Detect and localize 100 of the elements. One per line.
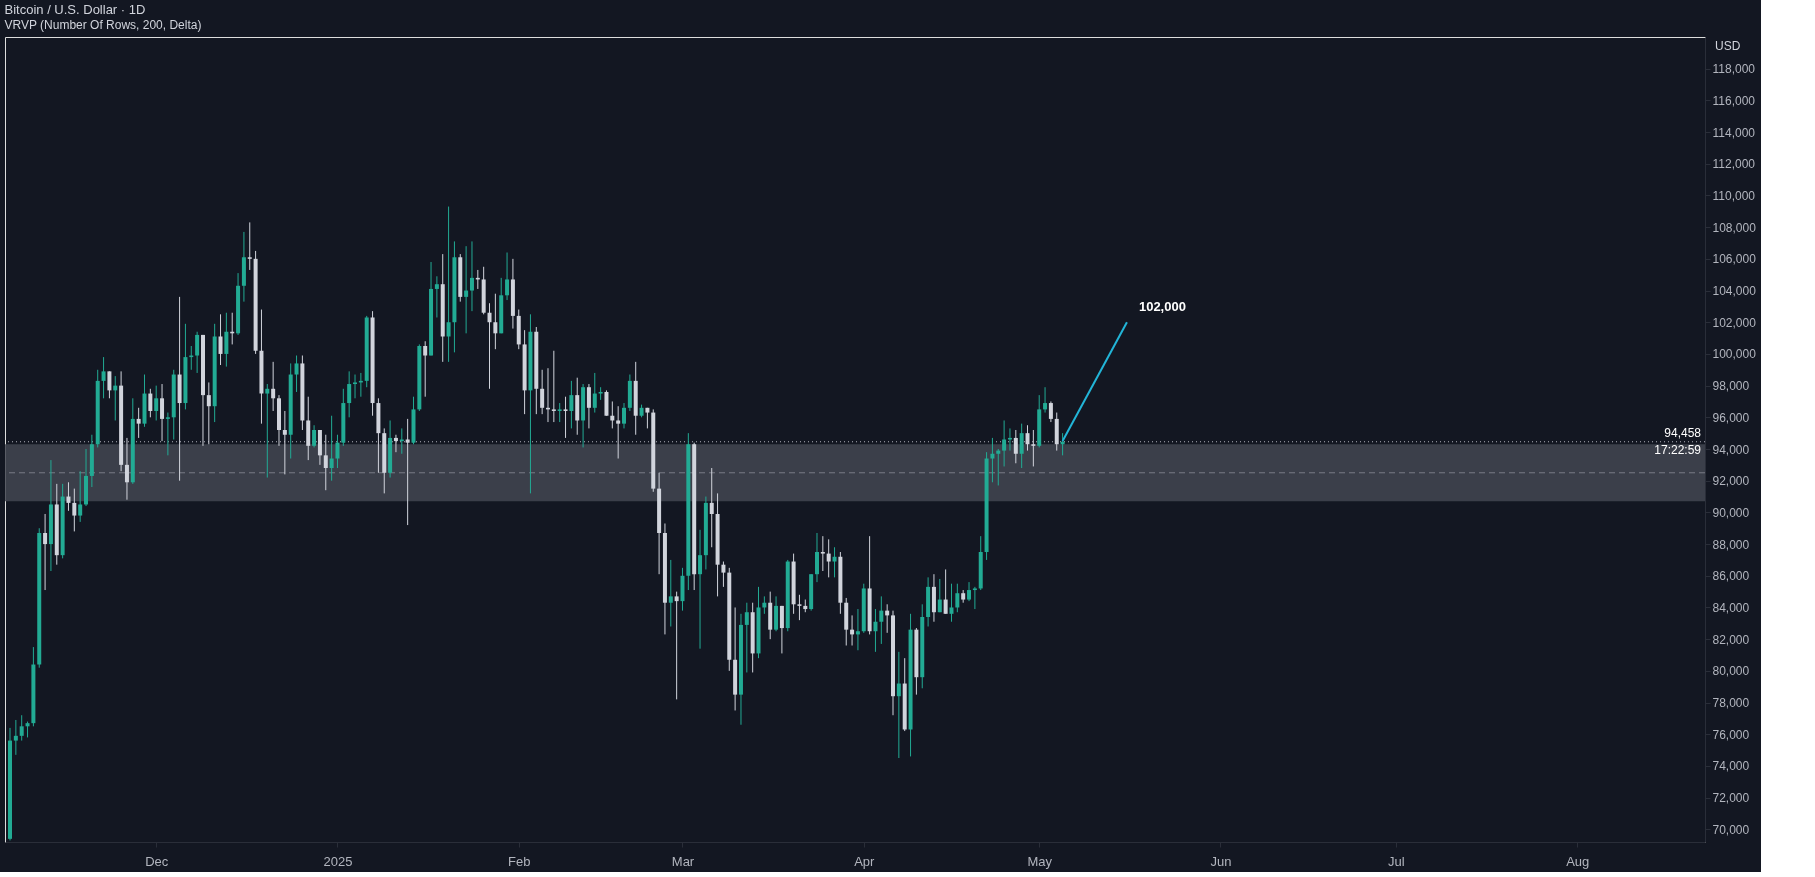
candlestick <box>616 405 621 460</box>
candlestick <box>709 467 714 548</box>
candlestick <box>493 293 498 350</box>
candlestick <box>423 340 428 398</box>
candlestick <box>949 583 954 623</box>
candlestick <box>124 437 129 501</box>
candlestick <box>136 407 141 439</box>
candlestick <box>569 380 574 429</box>
candlestick <box>393 434 398 453</box>
candlestick <box>1031 429 1036 467</box>
candlestick <box>160 383 165 442</box>
candlestick <box>195 331 200 374</box>
candlestick <box>943 568 948 615</box>
candlestick <box>13 719 18 756</box>
chart-subtitle: VRVP (Number Of Rows, 200, Delta) <box>4 18 202 32</box>
candlestick <box>271 361 276 412</box>
candlestick <box>592 372 597 414</box>
candlestick <box>779 605 784 654</box>
candlestick <box>873 608 878 653</box>
candlestick <box>586 383 591 429</box>
candlestick <box>990 437 995 483</box>
y-tick-label: 92,000 <box>1712 474 1750 489</box>
candlestick <box>1013 429 1018 464</box>
candlestick <box>826 538 831 578</box>
candlestick <box>66 481 71 512</box>
candlestick <box>1025 424 1030 452</box>
candlestick <box>1007 427 1012 452</box>
y-tick-label: 84,000 <box>1712 600 1750 615</box>
candlestick <box>434 275 439 318</box>
candlestick <box>879 595 884 645</box>
y-tick-label: 96,000 <box>1712 410 1750 425</box>
y-tick-label: 114,000 <box>1712 125 1756 140</box>
candlestick <box>896 651 901 759</box>
candlestick <box>557 402 562 423</box>
candlestick <box>206 381 211 445</box>
x-tick-label: Aug <box>1566 853 1590 869</box>
candlestick <box>487 302 492 390</box>
candlestick <box>1019 423 1024 469</box>
candlestick <box>505 252 510 301</box>
candlestick <box>698 529 703 650</box>
candlestick <box>218 313 223 366</box>
text: USD <box>1715 39 1741 53</box>
candlestick <box>148 388 153 418</box>
y-tick-label: 70,000 <box>1712 822 1750 837</box>
candlestick <box>446 206 451 363</box>
candlestick <box>165 412 170 456</box>
y-tick-label: 112,000 <box>1712 157 1756 172</box>
candlestick <box>265 383 270 479</box>
candlestick <box>1043 386 1048 414</box>
x-tick-label: May <box>1027 853 1053 869</box>
y-tick-label: 104,000 <box>1712 284 1757 299</box>
candlestick <box>674 591 679 700</box>
candlestick <box>347 370 352 418</box>
y-tick-label: 78,000 <box>1712 696 1750 711</box>
x-tick-label: Jun <box>1210 853 1232 869</box>
candlestick <box>72 488 77 532</box>
annotation: 102,000 <box>1138 299 1186 315</box>
candlestick <box>774 595 779 632</box>
candlestick <box>78 470 83 523</box>
annotation: 17:22:59 <box>1654 442 1702 457</box>
candlestick <box>282 410 287 475</box>
candlestick <box>335 434 340 469</box>
candlestick <box>329 415 334 482</box>
y-tick-label: 102,000 <box>1712 315 1757 330</box>
candlestick <box>668 559 673 627</box>
candlestick <box>1048 400 1053 423</box>
candlestick <box>1002 419 1007 467</box>
candlestick <box>247 221 252 271</box>
ref-line-label: 94,458 <box>1664 425 1702 440</box>
y-tick-label: 86,000 <box>1712 569 1750 584</box>
candlestick <box>604 389 609 417</box>
candlestick <box>551 350 556 423</box>
candlestick <box>967 581 972 602</box>
candlestick <box>154 385 159 421</box>
y-tick-label: 74,000 <box>1712 759 1750 774</box>
candlestick <box>832 546 837 578</box>
y-tick-label: 106,000 <box>1712 252 1757 267</box>
y-tick-label: 94,000 <box>1712 442 1750 457</box>
y-tick-label: 116,000 <box>1712 93 1756 108</box>
candlestick <box>540 369 545 415</box>
candlestick <box>721 561 726 588</box>
x-tick-label: Apr <box>854 853 876 869</box>
x-tick-label: Dec <box>145 853 169 869</box>
candlestick <box>972 586 977 610</box>
candlestick <box>797 594 802 621</box>
candlestick <box>107 370 112 399</box>
y-tick-label: 98,000 <box>1712 379 1750 394</box>
candlestick <box>101 356 106 399</box>
y-tick-label: 82,000 <box>1712 632 1750 647</box>
candlestick <box>19 714 24 742</box>
candlestick <box>744 602 749 673</box>
candlestick <box>937 578 942 613</box>
y-tick-label: 108,000 <box>1712 220 1757 235</box>
candlestick <box>464 245 469 334</box>
y-tick-label: 80,000 <box>1712 664 1750 679</box>
candlestick <box>405 418 410 526</box>
y-tick-label: 76,000 <box>1712 727 1750 742</box>
candlestick <box>43 513 48 591</box>
candlestick <box>622 402 627 429</box>
candlestick <box>469 240 474 312</box>
